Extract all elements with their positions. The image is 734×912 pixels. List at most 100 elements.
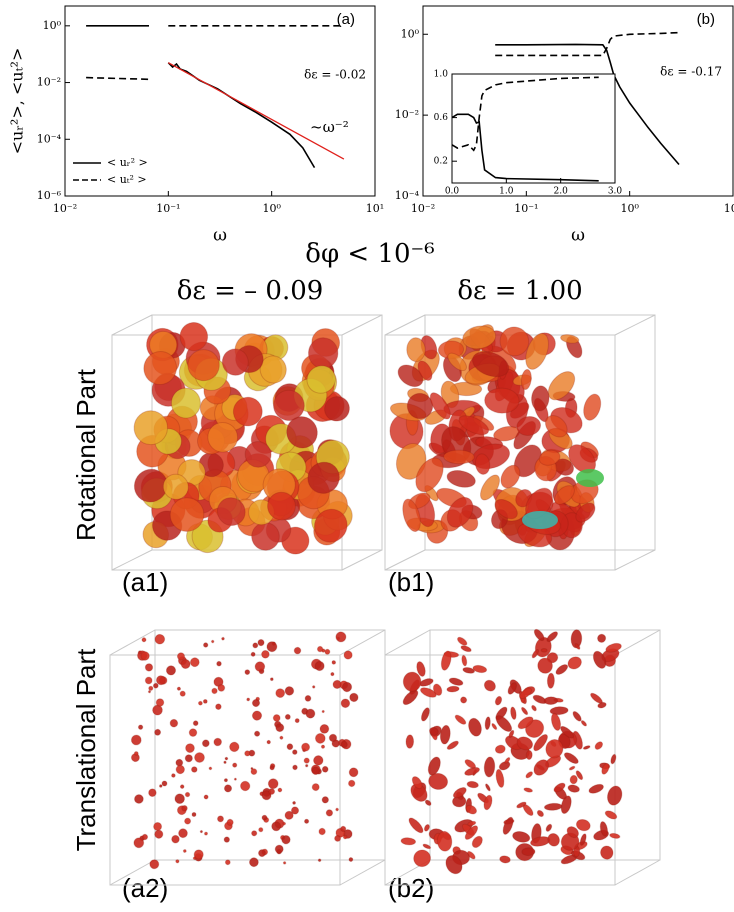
particle	[301, 742, 311, 752]
particle	[512, 831, 531, 843]
particle	[555, 664, 569, 675]
panel-label: (a)	[337, 11, 355, 28]
particle	[485, 783, 491, 792]
x-tick-label: 10⁻¹	[514, 202, 538, 215]
particle	[184, 791, 191, 798]
particle	[605, 642, 622, 653]
particle	[279, 735, 284, 740]
particle	[144, 663, 154, 672]
particle	[523, 787, 533, 793]
particle	[311, 766, 320, 776]
particle	[217, 684, 226, 692]
particle	[423, 824, 430, 832]
particle	[229, 741, 240, 753]
particle	[516, 736, 534, 751]
particle	[549, 706, 569, 716]
particle	[250, 651, 256, 657]
particle	[499, 855, 511, 864]
particle	[331, 660, 337, 665]
particle	[410, 783, 428, 802]
particle	[594, 741, 604, 750]
particle	[325, 809, 334, 817]
panel-label: (b2)	[388, 873, 434, 903]
sphere	[207, 421, 239, 453]
particle	[291, 749, 298, 755]
particle	[604, 810, 618, 820]
particle	[169, 718, 179, 728]
particle	[267, 778, 279, 790]
sphere	[313, 508, 348, 543]
ellipsoid	[484, 387, 520, 414]
particle	[348, 779, 356, 788]
ellipsoid	[446, 496, 474, 528]
particle	[498, 760, 511, 771]
ellipsoid	[560, 334, 580, 344]
particle	[314, 733, 326, 744]
particle	[560, 795, 572, 815]
particle	[335, 807, 339, 812]
particle	[574, 643, 581, 650]
sphere	[244, 441, 272, 468]
particle	[250, 768, 258, 775]
particle	[348, 767, 359, 778]
annotation: ~ω⁻²	[310, 118, 349, 136]
particle	[190, 766, 198, 773]
particle	[208, 766, 213, 771]
x-axis-label: ω	[213, 226, 227, 246]
annotation: δε = -0.02	[304, 68, 366, 82]
particle	[483, 794, 493, 811]
particle	[277, 787, 283, 793]
particle	[609, 832, 621, 839]
particle	[272, 714, 281, 722]
particle	[203, 642, 209, 648]
column-heading: δε = – 0.09	[177, 276, 324, 306]
particle	[517, 716, 534, 730]
plot-frame	[64, 5, 376, 197]
ellipsoid	[472, 351, 510, 378]
particle	[271, 821, 282, 832]
particle	[314, 660, 325, 672]
particle	[405, 734, 415, 749]
particle	[446, 740, 459, 750]
particle	[293, 646, 302, 655]
particle	[246, 697, 251, 702]
particle	[445, 854, 463, 875]
ellipsoid	[554, 485, 575, 505]
x-tick-label: 3.0	[608, 187, 623, 197]
particle	[154, 728, 162, 736]
particle	[436, 830, 453, 852]
ellipsoid	[447, 352, 467, 372]
sphere	[237, 459, 270, 493]
particle	[268, 788, 276, 795]
particle	[439, 724, 451, 745]
particle	[428, 726, 439, 736]
y-tick-label: 10⁻⁴	[395, 189, 420, 202]
particle	[304, 695, 312, 702]
ellipsoid	[443, 449, 475, 465]
particle	[440, 650, 452, 671]
sphere	[259, 355, 287, 384]
particle	[402, 689, 419, 706]
particle	[348, 857, 354, 862]
particle	[491, 723, 498, 730]
particle	[216, 660, 222, 667]
particle	[568, 765, 576, 771]
particle	[320, 744, 326, 749]
particle	[547, 832, 560, 847]
x-tick-label: 10⁻²	[411, 202, 435, 215]
ellipsoid	[522, 511, 558, 529]
particle	[334, 834, 342, 842]
particle	[461, 654, 468, 667]
particle	[531, 704, 537, 712]
y-tick-label: 10⁻⁴	[37, 132, 62, 145]
sphere	[169, 497, 205, 532]
particle	[153, 822, 163, 831]
particle	[290, 806, 300, 815]
ellipsoid	[406, 337, 426, 363]
box-edge	[614, 859, 661, 886]
wireframe-box	[384, 314, 656, 571]
particle	[550, 712, 562, 731]
particle	[422, 843, 432, 850]
particle	[467, 820, 477, 827]
